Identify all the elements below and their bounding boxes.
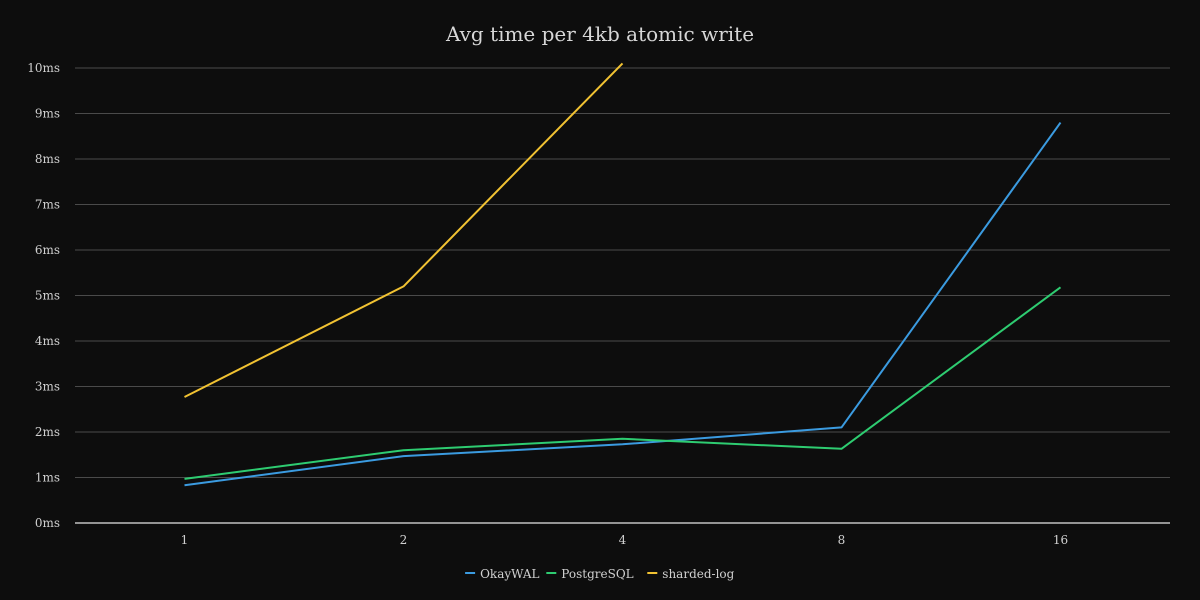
y-tick-label: 0ms: [35, 516, 60, 530]
y-tick-label: 10ms: [27, 61, 60, 75]
y-tick-label: 5ms: [35, 289, 60, 303]
legend-label: sharded-log: [662, 567, 734, 581]
y-tick-label: 2ms: [35, 425, 60, 439]
x-tick-label: 16: [1053, 533, 1068, 547]
x-tick-label: 1: [181, 533, 189, 547]
y-tick-label: 1ms: [35, 471, 60, 485]
y-tick-label: 9ms: [35, 107, 60, 121]
y-tick-label: 6ms: [35, 243, 60, 257]
x-tick-label: 8: [838, 533, 846, 547]
y-tick-label: 8ms: [35, 152, 60, 166]
legend-item-sharded-log[interactable]: sharded-log: [647, 567, 735, 581]
legend-label: OkayWAL: [480, 567, 539, 581]
legend-item-postgresql[interactable]: PostgreSQL: [546, 567, 634, 581]
y-tick-label: 7ms: [35, 198, 60, 212]
y-tick-label: 3ms: [35, 380, 60, 394]
x-axis-ticks: 1 2 4 8 16: [181, 533, 1068, 547]
grid-lines: [75, 67, 1170, 524]
x-tick-label: 4: [619, 533, 627, 547]
y-axis-ticks: 0ms 1ms 2ms 3ms 4ms 5ms 6ms 7ms 8ms 9ms 10ms: [27, 61, 60, 530]
series-line-postgresql: [184, 286, 1062, 480]
legend-item-okaywal[interactable]: OkayWAL: [465, 567, 540, 581]
legend: OkayWAL PostgreSQL sharded-log: [465, 567, 735, 581]
series-lines: [184, 62, 1062, 487]
x-tick-label: 2: [400, 533, 408, 547]
series-line-sharded-log: [184, 62, 624, 398]
series-line-okaywal: [184, 122, 1062, 487]
y-tick-label: 4ms: [35, 334, 60, 348]
legend-label: PostgreSQL: [561, 567, 633, 581]
chart-title: Avg time per 4kb atomic write: [445, 22, 754, 46]
